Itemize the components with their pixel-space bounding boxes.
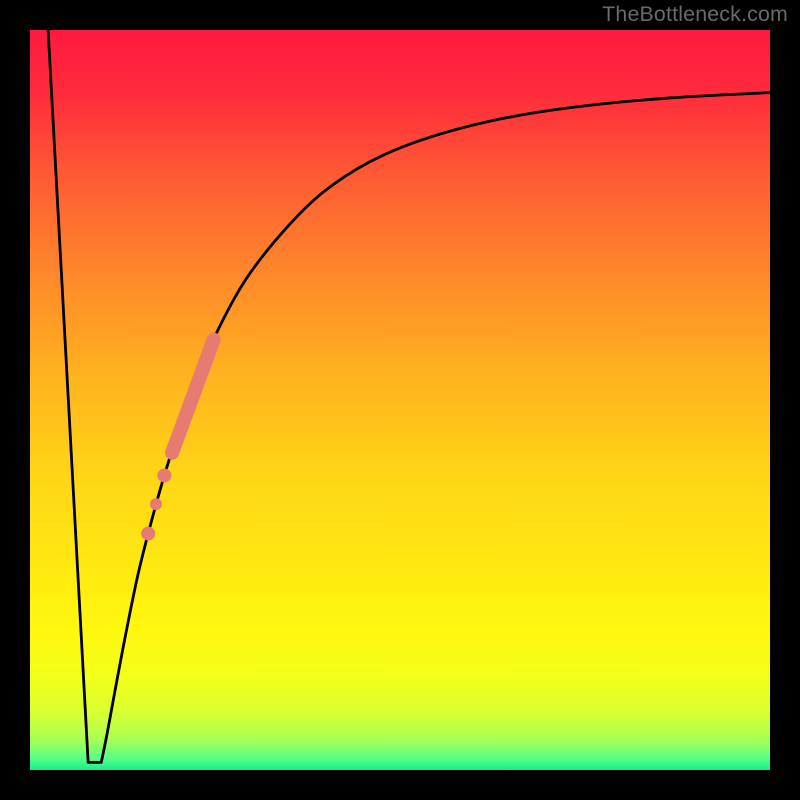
bottleneck-chart: TheBottleneck.com	[0, 0, 800, 800]
watermark-text: TheBottleneck.com	[602, 2, 788, 27]
highlight-dot	[157, 468, 171, 482]
highlight-dot	[141, 527, 155, 541]
gradient-background	[15, 30, 785, 785]
highlight-dot	[150, 498, 162, 510]
chart-svg	[0, 0, 800, 800]
